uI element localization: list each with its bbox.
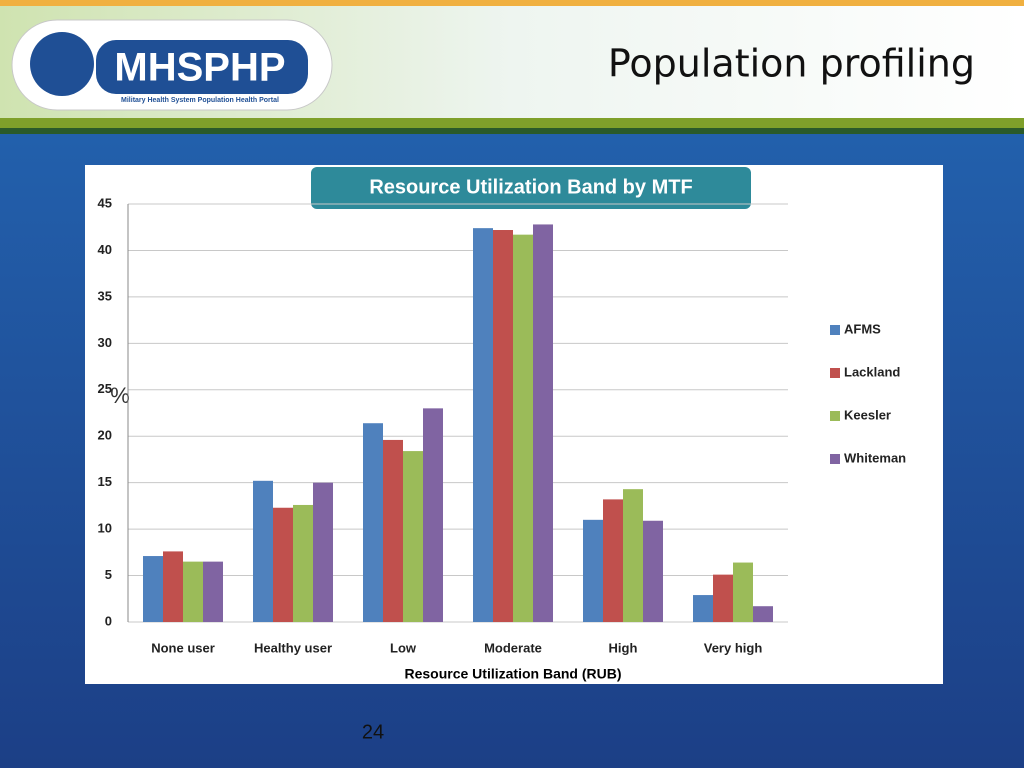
y-axis-label: % — [110, 383, 130, 408]
bar — [163, 551, 183, 622]
x-tick-label: High — [609, 640, 638, 655]
bar — [603, 499, 623, 622]
x-tick-label: None user — [151, 640, 215, 655]
legend-label: Lackland — [844, 364, 900, 379]
legend-swatch — [830, 325, 840, 335]
top-stripe — [0, 0, 1024, 6]
y-tick-label: 30 — [98, 335, 112, 350]
chart-title: Resource Utilization Band by MTF — [369, 176, 692, 198]
bar — [313, 482, 333, 622]
header-stripe — [0, 118, 1024, 128]
legend-label: AFMS — [844, 321, 881, 336]
bar — [143, 556, 163, 622]
bar — [423, 408, 443, 622]
y-tick-label: 5 — [105, 567, 112, 582]
bar — [183, 561, 203, 622]
y-tick-label: 0 — [105, 613, 112, 628]
bar — [203, 561, 223, 622]
x-axis-label: Resource Utilization Band (RUB) — [404, 666, 621, 682]
y-tick-label: 35 — [98, 288, 112, 303]
bar — [693, 595, 713, 622]
x-tick-label: Healthy user — [254, 640, 332, 655]
bar — [403, 451, 423, 622]
logo-plate — [96, 40, 308, 94]
header-stripe-dark — [0, 128, 1024, 134]
bar — [273, 507, 293, 622]
bar — [363, 423, 383, 622]
x-tick-label: Very high — [704, 640, 763, 655]
y-tick-label: 15 — [98, 474, 112, 489]
bar — [493, 230, 513, 622]
bar — [713, 574, 733, 622]
legend-label: Whiteman — [844, 450, 906, 465]
legend-swatch — [830, 368, 840, 378]
slide-title: Population profiling — [608, 42, 975, 86]
bar — [733, 562, 753, 622]
bar — [253, 480, 273, 622]
bar — [623, 489, 643, 622]
bar — [293, 504, 313, 622]
logo-subtitle: Military Health System Population Health… — [121, 97, 279, 104]
logo-text: MHSPHP — [114, 46, 285, 90]
page-number: 24 — [362, 721, 384, 743]
y-tick-label: 10 — [98, 521, 112, 536]
x-tick-label: Moderate — [484, 640, 542, 655]
x-tick-label: Low — [390, 640, 417, 655]
bar — [473, 228, 493, 622]
bar — [753, 606, 773, 622]
bar — [583, 519, 603, 622]
logo-icon — [30, 32, 94, 96]
bar — [533, 224, 553, 623]
legend-swatch — [830, 454, 840, 464]
bar — [513, 234, 533, 623]
legend-swatch — [830, 411, 840, 421]
bar — [383, 439, 403, 622]
chart-title-box — [311, 167, 751, 209]
y-tick-label: 20 — [98, 428, 112, 443]
y-tick-label: 40 — [98, 242, 112, 257]
bar — [643, 520, 663, 622]
y-tick-label: 25 — [98, 381, 112, 396]
legend-label: Keesler — [844, 407, 891, 422]
y-tick-label: 45 — [98, 195, 112, 210]
